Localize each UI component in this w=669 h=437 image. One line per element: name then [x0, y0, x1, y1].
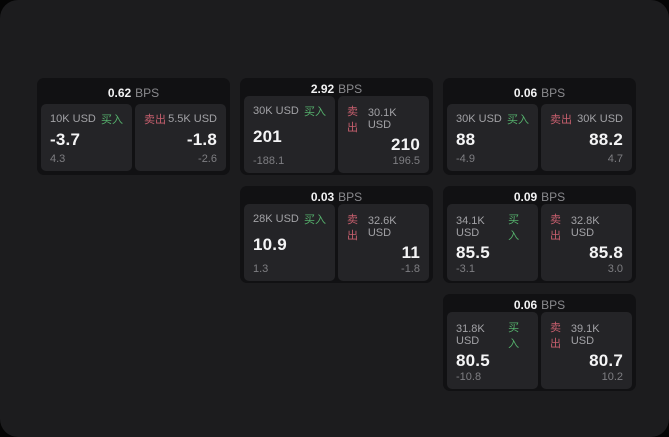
sell-delta: 10.2	[601, 371, 623, 383]
quote-card[interactable]: 2.92 BPS 30K USD 买入 201 -188.1 卖出 30.1K …	[240, 78, 433, 175]
buy-delta: -188.1	[253, 155, 285, 167]
spread-header: 0.09 BPS	[447, 190, 632, 204]
buy-size: 34.1K USD	[456, 215, 485, 239]
spread-value: 0.09	[513, 190, 538, 204]
spread-unit: BPS	[135, 86, 160, 100]
sell-size: 32.8K USD	[570, 215, 600, 239]
buy-label: 买入	[508, 214, 520, 242]
buy-size: 30K USD	[253, 105, 299, 117]
spread-value: 0.62	[107, 86, 132, 100]
quote-panels: 31.8K USD 买入 80.5 -10.8 卖出 39.1K USD 80.…	[447, 312, 632, 389]
buy-price: 85.5	[456, 243, 490, 262]
buy-price: 88	[456, 130, 476, 149]
sell-price: 210	[391, 135, 420, 154]
buy-panel[interactable]: 28K USD 买入 10.9 1.3	[244, 204, 335, 281]
buy-label: 买入	[508, 322, 520, 350]
sell-panel[interactable]: 卖出 39.1K USD 80.7 10.2	[541, 312, 632, 389]
quote-panels: 34.1K USD 买入 85.5 -3.1 卖出 32.8K USD 85.8…	[447, 204, 632, 281]
spread-unit: BPS	[338, 190, 363, 204]
quote-card[interactable]: 0.03 BPS 28K USD 买入 10.9 1.3 卖出 32.6K US…	[240, 186, 433, 283]
quote-panels: 30K USD 买入 88 -4.9 卖出 30K USD 88.2 4.7	[447, 104, 632, 171]
spread-value: 2.92	[310, 82, 335, 96]
sell-panel[interactable]: 卖出 30.1K USD 210 196.5	[338, 96, 429, 173]
buy-panel[interactable]: 30K USD 买入 88 -4.9	[447, 104, 538, 171]
quote-card[interactable]: 0.06 BPS 30K USD 买入 88 -4.9 卖出 30K USD	[443, 78, 636, 175]
quote-card-grid: 0.62 BPS 10K USD 买入 -3.7 4.3 卖出 5.5K USD	[37, 78, 636, 391]
buy-delta: 1.3	[253, 263, 269, 275]
spread-value: 0.03	[310, 190, 335, 204]
sell-size: 39.1K USD	[570, 323, 600, 347]
sell-label: 卖出	[347, 214, 358, 242]
sell-size: 30K USD	[577, 113, 623, 125]
buy-label: 买入	[304, 106, 326, 118]
buy-panel[interactable]: 10K USD 买入 -3.7 4.3	[41, 104, 132, 171]
sell-price: 11	[401, 243, 420, 262]
spread-value: 0.06	[513, 86, 538, 100]
buy-size: 30K USD	[456, 113, 502, 125]
buy-panel[interactable]: 30K USD 买入 201 -188.1	[244, 96, 335, 173]
buy-size: 10K USD	[50, 113, 96, 125]
buy-delta: -3.1	[456, 263, 475, 275]
buy-panel[interactable]: 31.8K USD 买入 80.5 -10.8	[447, 312, 538, 389]
buy-size: 28K USD	[253, 213, 299, 225]
spread-unit: BPS	[338, 82, 363, 96]
quote-card[interactable]: 0.62 BPS 10K USD 买入 -3.7 4.3 卖出 5.5K USD	[37, 78, 230, 175]
sell-label: 卖出	[550, 114, 572, 126]
sell-size: 32.6K USD	[367, 215, 397, 239]
sell-label: 卖出	[550, 214, 561, 242]
quote-card[interactable]: 0.06 BPS 31.8K USD 买入 80.5 -10.8 卖出 39.1…	[443, 294, 636, 391]
buy-price: -3.7	[50, 130, 81, 149]
spread-header: 0.06 BPS	[447, 82, 632, 104]
buy-price: 80.5	[456, 351, 490, 370]
buy-delta: -4.9	[456, 153, 475, 165]
spread-value: 0.06	[513, 298, 538, 312]
sell-delta: 196.5	[392, 155, 420, 167]
sell-label: 卖出	[144, 114, 166, 126]
buy-size: 31.8K USD	[456, 323, 485, 347]
sell-panel[interactable]: 卖出 32.8K USD 85.8 3.0	[541, 204, 632, 281]
sell-price: 80.7	[589, 351, 623, 370]
sell-size: 5.5K USD	[168, 113, 217, 125]
buy-label: 买入	[101, 114, 123, 126]
sell-price: 88.2	[589, 130, 623, 149]
sell-delta: 4.7	[607, 153, 623, 165]
sell-price: 85.8	[589, 243, 623, 262]
sell-label: 卖出	[550, 322, 561, 350]
spread-header: 0.62 BPS	[41, 82, 226, 104]
buy-delta: -10.8	[456, 371, 482, 383]
spread-unit: BPS	[541, 298, 566, 312]
sell-panel[interactable]: 卖出 32.6K USD 11 -1.8	[338, 204, 429, 281]
sell-price: -1.8	[186, 130, 217, 149]
spread-unit: BPS	[541, 86, 566, 100]
sell-delta: -1.8	[401, 263, 420, 275]
quote-card[interactable]: 0.09 BPS 34.1K USD 买入 85.5 -3.1 卖出 32.8K…	[443, 186, 636, 283]
sell-panel[interactable]: 卖出 5.5K USD -1.8 -2.6	[135, 104, 226, 171]
spread-unit: BPS	[541, 190, 566, 204]
spread-header: 0.03 BPS	[244, 190, 429, 204]
sell-delta: 3.0	[607, 263, 623, 275]
buy-price: 10.9	[253, 235, 287, 254]
quote-panels: 10K USD 买入 -3.7 4.3 卖出 5.5K USD -1.8 -2.…	[41, 104, 226, 171]
spread-header: 0.06 BPS	[447, 298, 632, 312]
buy-price: 201	[253, 127, 282, 146]
sell-delta: -2.6	[198, 153, 217, 165]
sell-label: 卖出	[347, 106, 358, 134]
buy-panel[interactable]: 34.1K USD 买入 85.5 -3.1	[447, 204, 538, 281]
sell-panel[interactable]: 卖出 30K USD 88.2 4.7	[541, 104, 632, 171]
quote-panels: 30K USD 买入 201 -188.1 卖出 30.1K USD 210 1…	[244, 96, 429, 173]
buy-label: 买入	[304, 214, 326, 226]
quote-panels: 28K USD 买入 10.9 1.3 卖出 32.6K USD 11 -1.8	[244, 204, 429, 281]
buy-label: 买入	[507, 114, 529, 126]
spread-header: 2.92 BPS	[244, 82, 429, 96]
buy-delta: 4.3	[50, 153, 66, 165]
sell-size: 30.1K USD	[367, 107, 397, 131]
